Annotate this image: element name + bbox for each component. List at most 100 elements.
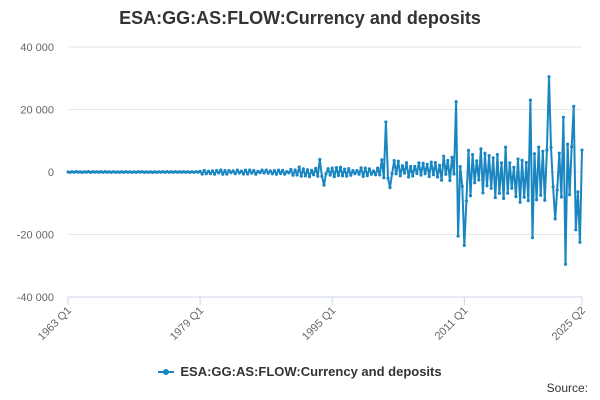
data-point[interactable] — [518, 200, 522, 204]
data-point[interactable] — [386, 176, 390, 180]
data-point[interactable] — [384, 120, 388, 124]
data-point[interactable] — [318, 157, 322, 162]
data-point[interactable] — [497, 191, 501, 195]
data-point[interactable] — [219, 168, 223, 172]
data-point[interactable] — [380, 158, 384, 162]
data-point[interactable] — [250, 171, 254, 175]
data-point[interactable] — [336, 173, 340, 178]
data-point[interactable] — [287, 171, 291, 175]
data-point[interactable] — [468, 194, 473, 198]
data-point[interactable] — [400, 164, 404, 168]
data-point[interactable] — [351, 168, 355, 173]
data-point[interactable] — [314, 166, 318, 170]
data-point[interactable] — [429, 160, 433, 164]
data-point[interactable] — [266, 171, 270, 175]
data-point[interactable] — [274, 172, 279, 176]
data-point[interactable] — [549, 145, 553, 150]
data-point[interactable] — [353, 172, 357, 176]
data-point[interactable] — [198, 169, 202, 173]
data-point[interactable] — [460, 184, 464, 188]
data-point[interactable] — [466, 148, 471, 152]
data-point[interactable] — [506, 191, 510, 195]
data-point[interactable] — [493, 195, 497, 200]
data-point[interactable] — [446, 158, 450, 163]
data-point[interactable] — [301, 167, 305, 171]
data-point[interactable] — [349, 173, 353, 177]
data-point[interactable] — [243, 168, 248, 172]
data-point[interactable] — [442, 154, 446, 158]
data-point[interactable] — [421, 161, 425, 165]
data-point[interactable] — [246, 172, 250, 176]
data-point[interactable] — [559, 195, 564, 199]
data-point[interactable] — [264, 168, 268, 172]
data-point[interactable] — [413, 164, 417, 168]
data-point[interactable] — [570, 145, 574, 149]
data-point[interactable] — [297, 165, 301, 169]
data-point[interactable] — [561, 115, 566, 119]
data-point[interactable] — [440, 178, 444, 182]
data-point[interactable] — [277, 168, 281, 172]
data-point[interactable] — [316, 174, 320, 178]
data-point[interactable] — [225, 172, 229, 176]
chart-legend[interactable]: ESA:GG:AS:FLOW:Currency and deposits — [0, 364, 600, 380]
data-point[interactable] — [431, 173, 435, 177]
data-point[interactable] — [291, 173, 295, 177]
data-point[interactable] — [419, 173, 423, 177]
data-point[interactable] — [202, 168, 206, 173]
data-point[interactable] — [334, 166, 338, 170]
data-point[interactable] — [215, 169, 219, 173]
data-point[interactable] — [332, 175, 336, 179]
data-point[interactable] — [237, 171, 241, 175]
data-point[interactable] — [396, 159, 400, 163]
data-point[interactable] — [345, 174, 349, 178]
data-point[interactable] — [528, 98, 533, 102]
data-point[interactable] — [495, 153, 499, 157]
data-point[interactable] — [213, 172, 217, 176]
data-point[interactable] — [563, 262, 568, 266]
data-point[interactable] — [551, 185, 555, 189]
data-point[interactable] — [411, 174, 415, 178]
data-point[interactable] — [512, 165, 516, 169]
data-point[interactable] — [328, 173, 332, 177]
data-point[interactable] — [359, 166, 363, 170]
data-point[interactable] — [303, 174, 307, 178]
data-point[interactable] — [262, 171, 266, 175]
data-point[interactable] — [433, 161, 437, 165]
data-point[interactable] — [423, 172, 427, 176]
data-point[interactable] — [477, 178, 481, 182]
data-point[interactable] — [206, 169, 210, 173]
data-point[interactable] — [568, 193, 572, 197]
data-point[interactable] — [409, 164, 413, 169]
data-point[interactable] — [578, 240, 582, 244]
data-point[interactable] — [340, 174, 345, 178]
data-point[interactable] — [248, 168, 252, 172]
data-point[interactable] — [407, 175, 411, 179]
data-point[interactable] — [307, 175, 312, 179]
data-point[interactable] — [357, 172, 361, 176]
data-point[interactable] — [479, 147, 483, 151]
data-point[interactable] — [504, 145, 508, 149]
data-point[interactable] — [241, 172, 246, 176]
data-point[interactable] — [539, 193, 543, 197]
data-point[interactable] — [223, 169, 227, 173]
data-point[interactable] — [547, 75, 551, 79]
data-point[interactable] — [369, 172, 373, 176]
data-point[interactable] — [454, 100, 458, 104]
data-point[interactable] — [382, 176, 386, 180]
data-point[interactable] — [487, 154, 491, 158]
data-point[interactable] — [355, 169, 359, 173]
data-point[interactable] — [293, 168, 297, 172]
data-point[interactable] — [390, 171, 394, 176]
data-point[interactable] — [279, 171, 283, 176]
data-point[interactable] — [312, 173, 316, 177]
data-point[interactable] — [510, 186, 514, 190]
data-point[interactable] — [502, 196, 506, 200]
data-point[interactable] — [326, 167, 330, 171]
data-point[interactable] — [394, 172, 398, 176]
data-point[interactable] — [299, 174, 303, 178]
data-point[interactable] — [295, 173, 299, 177]
data-point[interactable] — [545, 148, 549, 152]
data-point[interactable] — [330, 166, 334, 170]
data-point[interactable] — [320, 174, 324, 178]
data-point[interactable] — [415, 171, 419, 176]
